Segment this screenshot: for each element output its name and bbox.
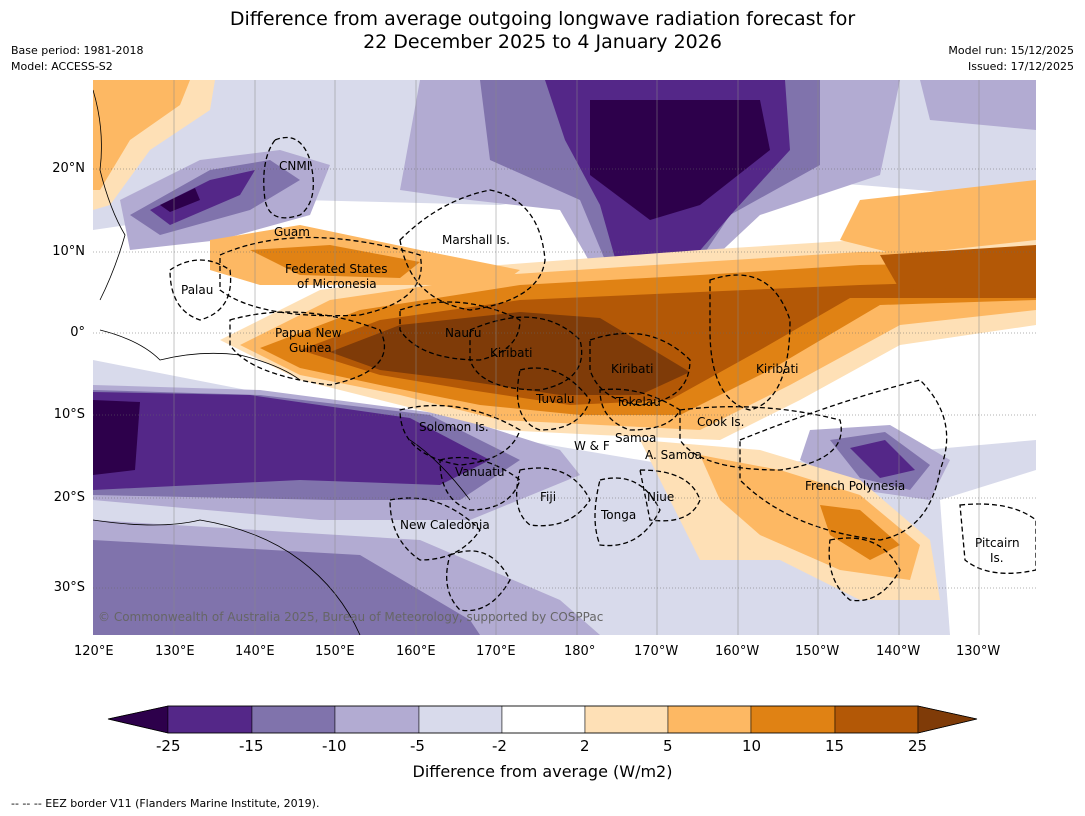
colorbar-tick: -10 — [322, 737, 347, 755]
label-nauru: Nauru — [445, 326, 481, 340]
lon-label-120e: 120°E — [74, 644, 114, 659]
lon-label-170e: 170°E — [476, 644, 516, 659]
title-line-2: 22 December 2025 to 4 January 2026 — [363, 31, 722, 53]
colorbar-seg-3 — [334, 705, 420, 734]
issued-date: Issued: 17/12/2025 — [967, 60, 1074, 73]
label-pitcairn-2: Is. — [990, 551, 1004, 565]
footnote: -- -- -- EEZ border V11 (Flanders Marine… — [11, 797, 320, 810]
colorbar-label: Difference from average (W/m2) — [412, 762, 673, 781]
meta-left: Base period: 1981-2018 Model: ACCESS-S2 — [11, 43, 143, 75]
lat-label-10n: 10°N — [52, 244, 85, 259]
label-wf: W & F — [574, 439, 610, 453]
lon-label-130w: 130°W — [956, 644, 1001, 659]
colorbar-seg-6 — [584, 705, 669, 734]
lat-label-20n: 20°N — [52, 161, 85, 176]
lon-label-160w: 160°W — [715, 644, 760, 659]
colorbar-tick: 25 — [908, 737, 928, 755]
label-french-polynesia: French Polynesia — [805, 479, 905, 493]
title-line-1: Difference from average outgoing longwav… — [229, 8, 856, 30]
label-tuvalu: Tuvalu — [535, 392, 575, 406]
colorbar-extend-high — [917, 705, 978, 734]
colorbar-tick: 2 — [580, 737, 590, 755]
colorbar-seg-4 — [418, 705, 503, 734]
model-run: Model run: 15/12/2025 — [948, 44, 1074, 57]
lat-label-10s: 10°S — [53, 407, 85, 422]
label-palau: Palau — [181, 283, 213, 297]
label-fsm-2: of Micronesia — [297, 277, 377, 291]
label-marshall: Marshall Is. — [442, 233, 510, 247]
colorbar-seg-2 — [251, 705, 336, 734]
model-name: Model: ACCESS-S2 — [11, 60, 113, 73]
colorbar-extend-low — [107, 705, 169, 734]
label-tonga: Tonga — [600, 508, 636, 522]
lat-label-30s: 30°S — [53, 580, 85, 595]
colorbar-tick: -5 — [410, 737, 425, 755]
label-guam: Guam — [274, 225, 310, 239]
colorbar-tick: 5 — [663, 737, 673, 755]
label-cook: Cook Is. — [697, 415, 744, 429]
lon-label-150e: 150°E — [315, 644, 355, 659]
label-fsm-1: Federated States — [285, 262, 387, 276]
lat-label-20s: 20°S — [53, 490, 85, 505]
graticule — [93, 168, 1036, 589]
colorbar-tick: -15 — [239, 737, 264, 755]
label-new-caledonia: New Caledonia — [400, 518, 490, 532]
label-pitcairn-1: Pitcairn — [975, 536, 1020, 550]
lon-label-130e: 130°E — [155, 644, 195, 659]
copyright-note: © Commonwealth of Australia 2025, Bureau… — [98, 610, 603, 624]
meridians — [173, 80, 980, 635]
colorbar-seg-5 — [501, 705, 586, 734]
colorbar-seg-1 — [167, 705, 253, 734]
lon-label-140e: 140°E — [235, 644, 275, 659]
colorbar-tick: 15 — [825, 737, 845, 755]
colorbar-tick: 10 — [742, 737, 762, 755]
colorbar-seg-8 — [750, 705, 836, 734]
lon-label-150w: 150°W — [795, 644, 840, 659]
label-cnmi: CNMI — [279, 159, 310, 173]
lat-label-0: 0° — [70, 325, 85, 340]
label-tokelau: Tokelau — [615, 395, 661, 409]
label-kiribati-w: Kiribati — [490, 346, 532, 360]
label-vanuatu: Vanuatu — [455, 465, 505, 479]
chart-title: Difference from average outgoing longwav… — [0, 8, 1085, 54]
base-period: Base period: 1981-2018 — [11, 44, 144, 57]
colorbar-seg-7 — [667, 705, 752, 734]
region-labels: CNMI Guam Marshall Is. Federated States … — [181, 159, 1020, 565]
label-kiribati-e: Kiribati — [756, 362, 798, 376]
label-asamoa: A. Samoa — [645, 448, 702, 462]
lon-label-160e: 160°E — [396, 644, 436, 659]
lon-label-170w: 170°W — [634, 644, 679, 659]
label-niue: Niue — [647, 490, 674, 504]
colorbar-seg-9 — [834, 705, 919, 734]
lon-label-140w: 140°W — [876, 644, 921, 659]
colorbar-outline — [107, 705, 978, 734]
label-png-1: Papua New — [275, 326, 342, 340]
label-solomon: Solomon Is. — [419, 420, 489, 434]
map-field: CNMI Guam Marshall Is. Federated States … — [93, 80, 1036, 635]
meta-right: Model run: 15/12/2025 Issued: 17/12/2025 — [948, 43, 1074, 75]
lon-label-180: 180° — [564, 644, 596, 659]
eez-borders — [169, 136, 1036, 612]
label-fiji: Fiji — [540, 490, 556, 504]
label-samoa: Samoa — [615, 431, 656, 445]
colorbar-tick: -2 — [492, 737, 507, 755]
label-png-2: Guinea — [289, 341, 332, 355]
label-kiribati-c: Kiribati — [611, 362, 653, 376]
colorbar-tick: -25 — [156, 737, 181, 755]
